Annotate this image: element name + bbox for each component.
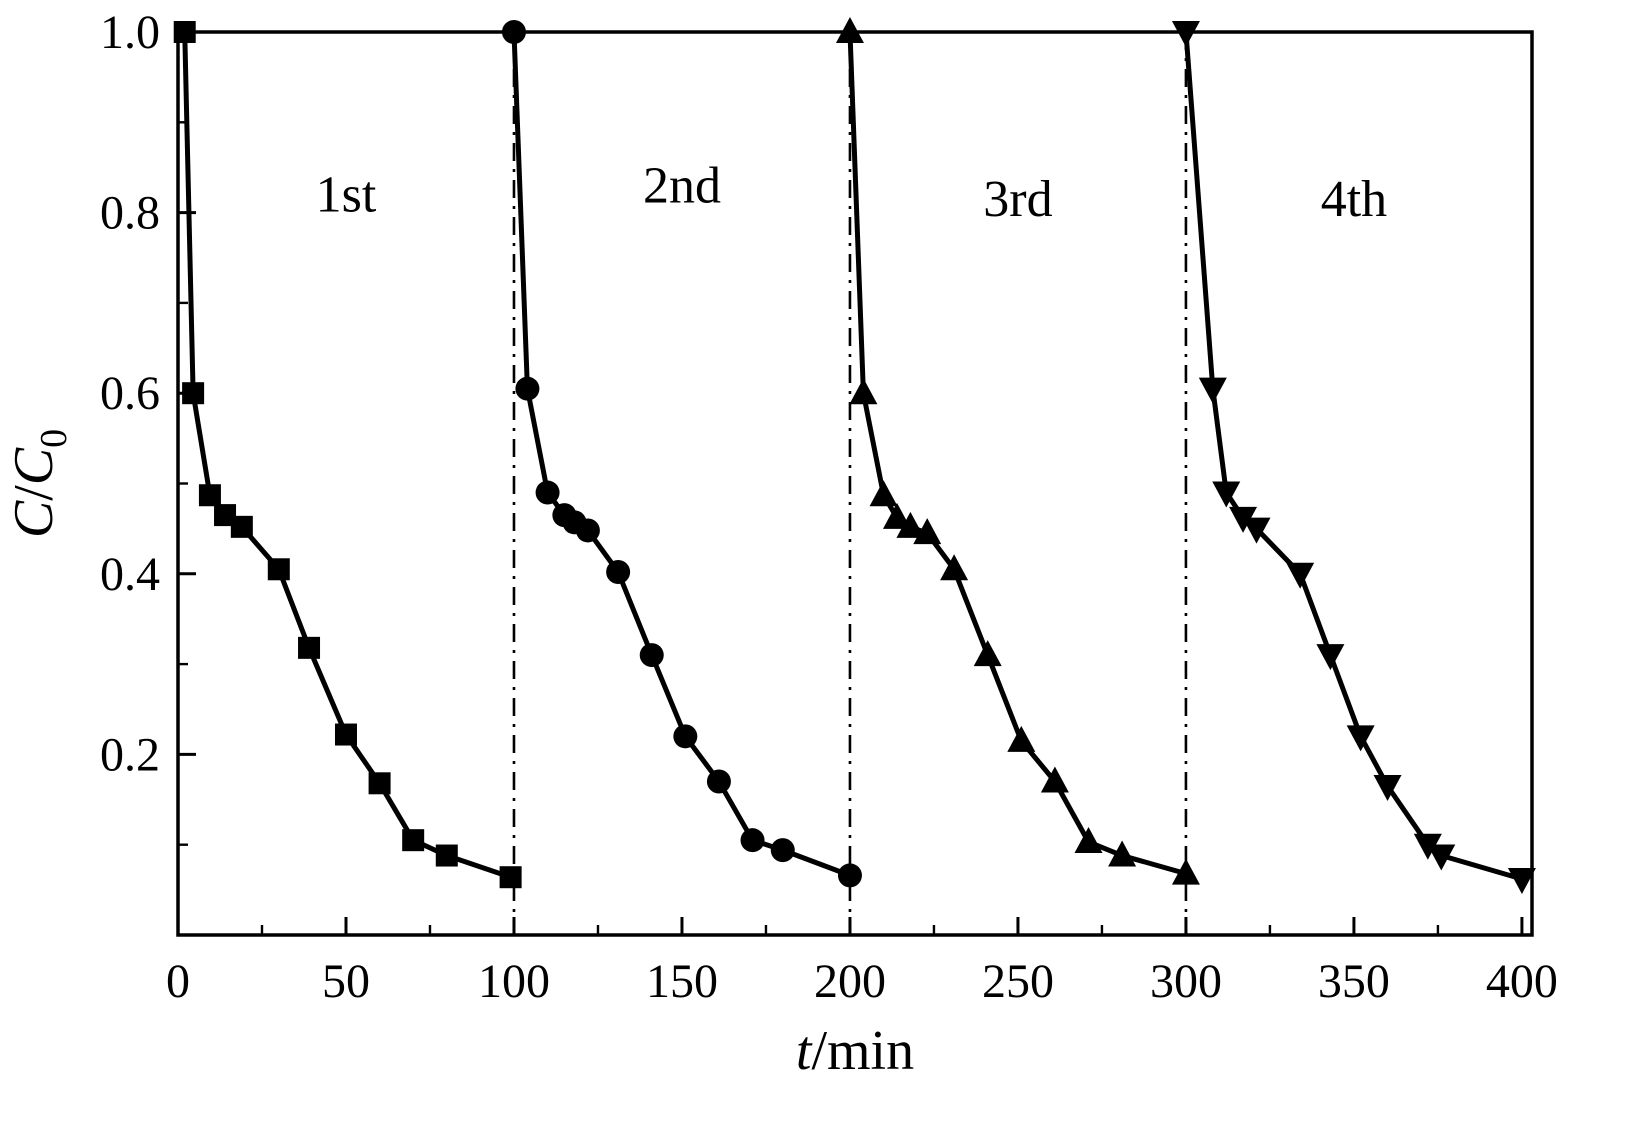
marker-square: [402, 829, 425, 852]
marker-triangle-down: [1242, 517, 1271, 544]
marker-triangle-up: [869, 480, 898, 507]
marker-square: [230, 515, 253, 538]
marker-triangle-down: [1286, 562, 1315, 589]
marker-square: [298, 636, 321, 659]
x-tick-label: 50: [322, 955, 370, 1008]
y-tick-label: 0.2: [100, 728, 160, 781]
x-tick-label: 0: [166, 955, 190, 1008]
series-3rd: [835, 17, 1200, 885]
marker-square: [267, 558, 290, 581]
cycle-annotations: 1st 2nd 3rd 4th: [316, 158, 1388, 229]
marker-circle: [535, 480, 560, 505]
annotation-4th: 4th: [1321, 171, 1387, 228]
marker-circle: [606, 559, 631, 584]
marker-triangle-up: [896, 511, 925, 538]
x-tick-label: 350: [1318, 955, 1390, 1008]
marker-square: [198, 484, 221, 507]
marker-square: [368, 772, 391, 795]
marker-circle: [740, 828, 765, 853]
marker-triangle-up: [913, 518, 942, 545]
y-tick-label: 0.6: [100, 367, 160, 420]
annotation-1st: 1st: [316, 167, 377, 224]
marker-triangle-down: [1171, 21, 1200, 47]
marker-triangle-up: [1074, 826, 1103, 853]
marker-triangle-up: [1040, 766, 1069, 793]
series-1st: [173, 21, 522, 889]
x-tick-label: 300: [1150, 955, 1222, 1008]
y-axis-label: C/C0: [3, 429, 75, 538]
y-tick-label: 0.4: [100, 548, 160, 601]
x-tick-label: 150: [646, 955, 718, 1008]
annotation-2nd: 2nd: [643, 158, 721, 215]
marker-triangle-down: [1507, 868, 1536, 895]
marker-triangle-down: [1316, 644, 1345, 671]
cycle-divider-lines: [512, 32, 1188, 935]
marker-square: [334, 723, 357, 746]
x-tick-label: 400: [1486, 955, 1558, 1008]
marker-triangle-up: [940, 554, 969, 581]
marker-triangle-down: [1346, 725, 1375, 752]
marker-circle: [575, 518, 600, 543]
marker-triangle-down: [1373, 775, 1402, 802]
series-4th: [1171, 21, 1536, 895]
marker-triangle-up: [882, 502, 911, 529]
marker-circle: [837, 863, 862, 888]
marker-circle: [706, 769, 731, 794]
marker-circle: [770, 838, 795, 863]
annotation-3rd: 3rd: [983, 171, 1052, 228]
marker-triangle-up: [849, 378, 878, 405]
axis-ticks: 0 50 100 150 200 250 300 350 400 0.2 0.4 0.6 0.8 1.0: [100, 6, 1558, 1008]
marker-square: [214, 504, 237, 527]
marker-triangle-down: [1229, 506, 1258, 533]
marker-triangle-down: [1413, 833, 1442, 860]
marker-triangle-down: [1198, 377, 1227, 404]
series-line-1st: [182, 29, 514, 880]
series-line-4th: [1183, 29, 1525, 882]
series-2nd: [501, 20, 862, 888]
marker-triangle-down: [1212, 481, 1241, 508]
marker-triangle-up: [1007, 725, 1036, 752]
x-axis-label: t/min: [796, 1020, 914, 1082]
marker-circle: [673, 724, 698, 749]
marker-circle: [515, 376, 540, 401]
y-tick-label: 0.8: [100, 187, 160, 240]
marker-triangle-down: [1427, 844, 1456, 871]
marker-triangle-up: [835, 17, 864, 43]
x-tick-label: 250: [982, 955, 1054, 1008]
marker-circle: [639, 643, 664, 668]
marker-square: [435, 844, 458, 867]
y-tick-label: 1.0: [100, 6, 160, 59]
marker-triangle-up: [1171, 858, 1200, 885]
marker-triangle-up: [1108, 840, 1137, 867]
marker-triangle-up: [973, 640, 1002, 667]
x-tick-label: 200: [814, 955, 886, 1008]
x-tick-label: 100: [478, 955, 550, 1008]
marker-square: [499, 866, 522, 889]
